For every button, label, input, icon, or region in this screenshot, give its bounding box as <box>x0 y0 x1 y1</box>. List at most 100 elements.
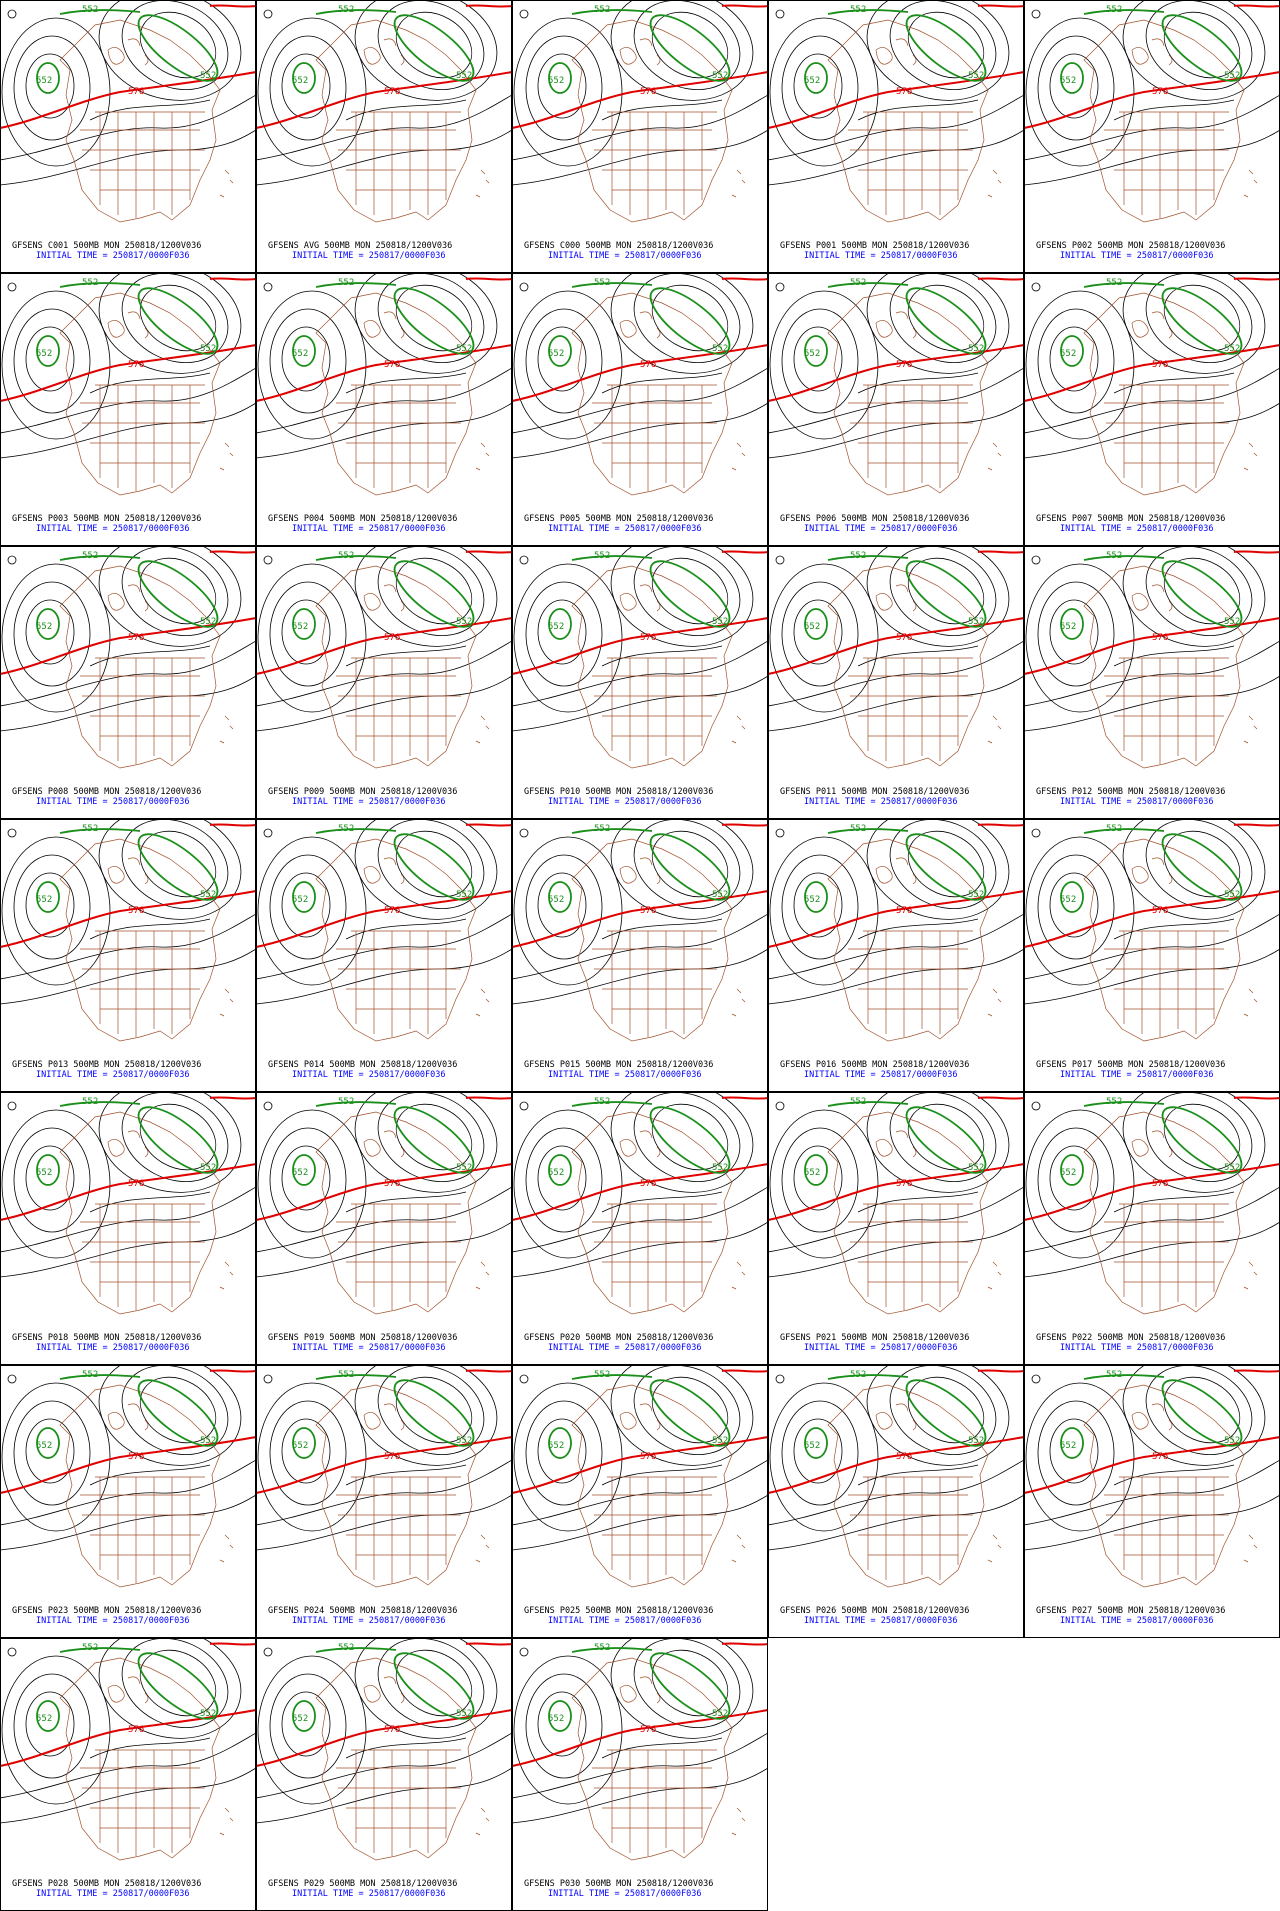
map-panel: 552 552 552 576 GFSENS P019 500MB MON 250818… <box>256 1092 512 1365</box>
contour-label: 552 <box>456 1436 472 1446</box>
map-panel: 552 552 552 576 GFSENS P030 500MB MON 250818… <box>512 1638 768 1911</box>
contour-label: 576 <box>1152 633 1168 643</box>
panel-title: GFSENS P008 500MB MON 250818/1200V036 <box>12 787 201 797</box>
contour-label: 576 <box>384 360 400 370</box>
map-panel: 552 552 552 576 GFSENS P029 500MB MON 250818… <box>256 1638 512 1911</box>
map-drawing <box>1 1366 255 1588</box>
map-panel: 552 552 552 576 GFSENS P020 500MB MON 250818… <box>512 1092 768 1365</box>
map: 552 552 552 576 GFSENS P030 500MB MON 250818… <box>513 1639 767 1899</box>
contour-label: 576 <box>640 1179 656 1189</box>
contour-label: 552 <box>1106 1370 1122 1380</box>
map-panel: 552 552 552 576 GFSENS P005 500MB MON 250818… <box>512 273 768 546</box>
contour-label: 576 <box>1152 360 1168 370</box>
contour-label: 552 <box>292 622 308 632</box>
map-drawing <box>513 547 767 769</box>
contour-label: 552 <box>456 344 472 354</box>
map-panel: 552 552 552 576 GFSENS P008 500MB MON 250818… <box>0 546 256 819</box>
map-drawing <box>1 274 255 496</box>
contour-label: 552 <box>36 622 52 632</box>
init-time: INITIAL TIME = 250817/0000F036 <box>804 251 958 261</box>
contour-label: 552 <box>804 622 820 632</box>
contour-label: 576 <box>1152 1452 1168 1462</box>
map-drawing <box>1 1639 255 1861</box>
contour-label: 552 <box>712 71 728 81</box>
contour-label: 552 <box>1224 617 1240 627</box>
map: 552 552 552 576 GFSENS P021 500MB MON 250818… <box>769 1093 1023 1353</box>
contour-label: 552 <box>712 1709 728 1719</box>
contour-label: 552 <box>850 278 866 288</box>
contour-label: 552 <box>292 76 308 86</box>
contour-label: 552 <box>338 5 354 15</box>
map: 552 552 552 576 GFSENS P012 500MB MON 250818… <box>1025 547 1279 807</box>
contour-label: 552 <box>200 1163 216 1173</box>
contour-label: 552 <box>968 617 984 627</box>
init-time: INITIAL TIME = 250817/0000F036 <box>36 1616 190 1626</box>
contour-label: 552 <box>968 1436 984 1446</box>
map-panel: 552 552 552 576 GFSENS P007 500MB MON 250818… <box>1024 273 1280 546</box>
map-drawing <box>513 1 767 224</box>
contour-label: 552 <box>1106 1097 1122 1107</box>
contour-label: 552 <box>850 1097 866 1107</box>
contour-label: 552 <box>338 1643 354 1653</box>
map-panel: 552 552 552 576 GFSENS P017 500MB MON 250818… <box>1024 819 1280 1092</box>
panel-title: GFSENS P025 500MB MON 250818/1200V036 <box>524 1606 713 1616</box>
map: 552 552 552 576 GFSENS P020 500MB MON 250818… <box>513 1093 767 1353</box>
map: 552 552 552 576 GFSENS P018 500MB MON 250818… <box>1 1093 255 1353</box>
contour-label: 552 <box>804 1441 820 1451</box>
map-panel: 552 552 552 576 GFSENS P013 500MB MON 250818… <box>0 819 256 1092</box>
panel-title: GFSENS P002 500MB MON 250818/1200V036 <box>1036 241 1225 251</box>
map: 552 552 552 576 GFSENS P013 500MB MON 250818… <box>1 820 255 1080</box>
contour-label: 552 <box>1106 278 1122 288</box>
contour-label: 552 <box>456 1163 472 1173</box>
panel-title: GFSENS P010 500MB MON 250818/1200V036 <box>524 787 713 797</box>
panel-title: GFSENS P011 500MB MON 250818/1200V036 <box>780 787 969 797</box>
contour-label: 552 <box>338 1097 354 1107</box>
init-time: INITIAL TIME = 250817/0000F036 <box>548 1616 702 1626</box>
contour-label: 552 <box>594 551 610 561</box>
contour-label: 552 <box>292 895 308 905</box>
contour-label: 552 <box>548 622 564 632</box>
map: 552 552 552 576 GFSENS P019 500MB MON 250818… <box>257 1093 511 1353</box>
panel-title: GFSENS P023 500MB MON 250818/1200V036 <box>12 1606 201 1616</box>
map-drawing <box>257 1366 511 1588</box>
contour-label: 552 <box>548 1441 564 1451</box>
contour-label: 552 <box>804 895 820 905</box>
map: 552 552 552 576 GFSENS P027 500MB MON 250818… <box>1025 1366 1279 1626</box>
map-panel: 552 552 552 576 GFSENS C000 500MB MON 250818… <box>512 0 768 273</box>
panel-title: GFSENS P005 500MB MON 250818/1200V036 <box>524 514 713 524</box>
contour-label: 552 <box>36 1168 52 1178</box>
map: 552 552 552 576 GFSENS P011 500MB MON 250818… <box>769 547 1023 807</box>
map: 552 552 552 576 GFSENS P022 500MB MON 250818… <box>1025 1093 1279 1353</box>
contour-label: 576 <box>384 906 400 916</box>
contour-label: 552 <box>850 1370 866 1380</box>
map-panel: 552 552 552 576 GFSENS P018 500MB MON 250818… <box>0 1092 256 1365</box>
map: 552 552 552 576 GFSENS AVG 500MB MON 250818/… <box>257 1 511 261</box>
map: 552 552 552 576 GFSENS P015 500MB MON 250818… <box>513 820 767 1080</box>
contour-label: 552 <box>548 895 564 905</box>
map-drawing <box>257 820 511 1042</box>
panel-title: GFSENS P028 500MB MON 250818/1200V036 <box>12 1879 201 1889</box>
panel-title: GFSENS P020 500MB MON 250818/1200V036 <box>524 1333 713 1343</box>
map: 552 552 552 576 GFSENS P023 500MB MON 250818… <box>1 1366 255 1626</box>
contour-label: 552 <box>200 344 216 354</box>
map: 552 552 552 576 GFSENS P003 500MB MON 250818… <box>1 274 255 534</box>
contour-label: 552 <box>200 1436 216 1446</box>
map-drawing <box>513 274 767 496</box>
panel-title: GFSENS P007 500MB MON 250818/1200V036 <box>1036 514 1225 524</box>
contour-label: 552 <box>200 1709 216 1719</box>
contour-label: 552 <box>36 349 52 359</box>
init-time: INITIAL TIME = 250817/0000F036 <box>804 1343 958 1353</box>
map-drawing <box>513 820 767 1042</box>
panel-title: GFSENS C000 500MB MON 250818/1200V036 <box>524 241 713 251</box>
contour-label: 552 <box>82 824 98 834</box>
init-time: INITIAL TIME = 250817/0000F036 <box>1060 797 1214 807</box>
init-time: INITIAL TIME = 250817/0000F036 <box>36 1070 190 1080</box>
map-drawing <box>1025 820 1279 1042</box>
map-drawing <box>1025 274 1279 496</box>
map: 552 552 552 576 GFSENS P007 500MB MON 250818… <box>1025 274 1279 534</box>
map-panel: 552 552 552 576 GFSENS P001 500MB MON 250818… <box>768 0 1024 273</box>
init-time: INITIAL TIME = 250817/0000F036 <box>292 1070 446 1080</box>
map: 552 552 552 576 GFSENS P017 500MB MON 250818… <box>1025 820 1279 1080</box>
map-drawing <box>257 1639 511 1861</box>
contour-label: 552 <box>804 76 820 86</box>
